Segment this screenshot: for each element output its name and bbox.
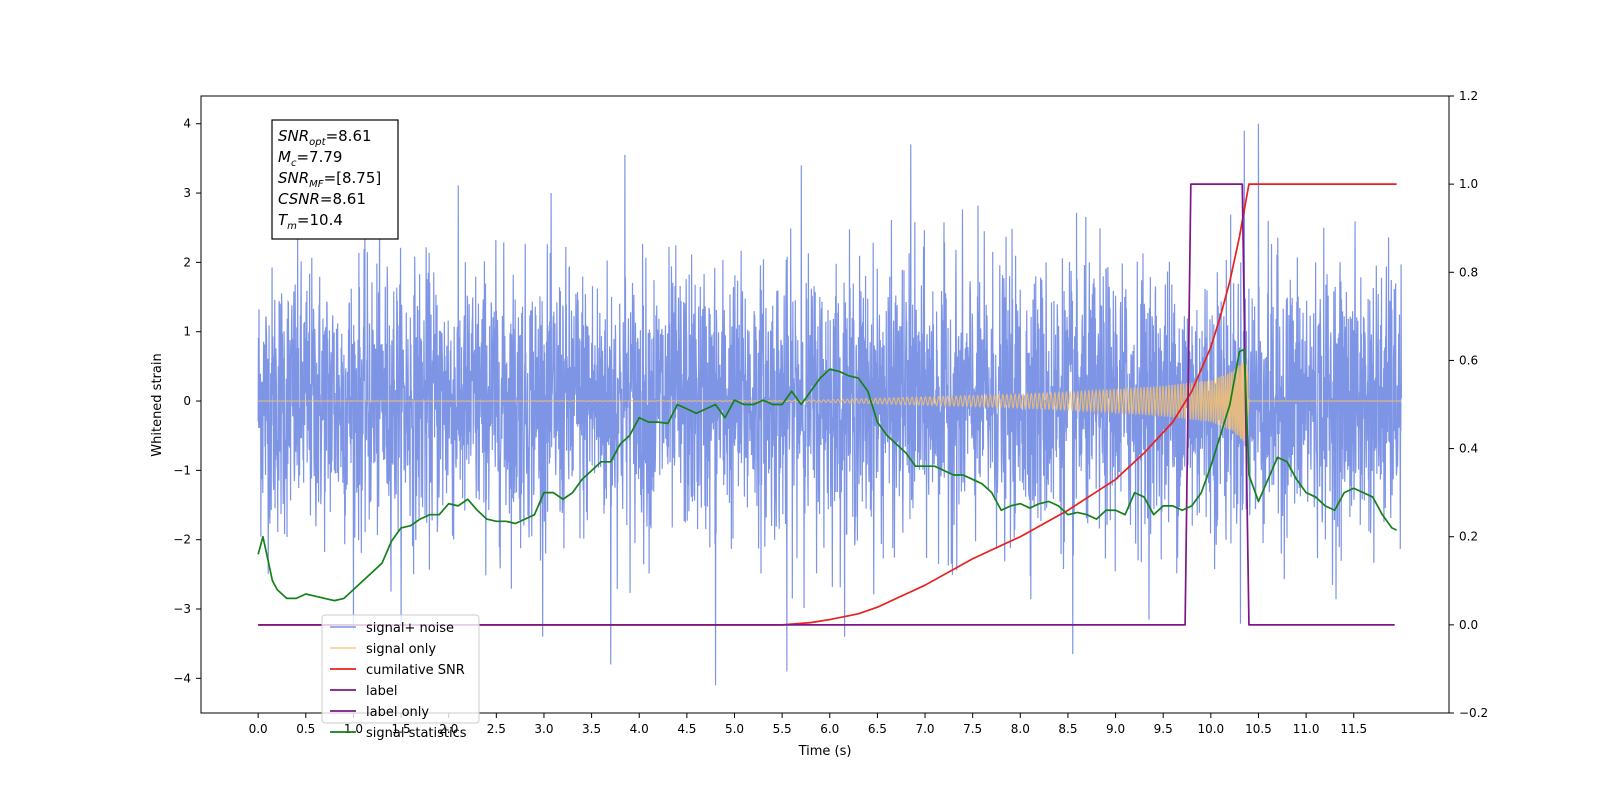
plot-area — [257, 123, 1402, 686]
legend: signal+ noise signal only cumilative SNR la… — [321, 614, 480, 741]
legend-entry: label — [366, 684, 397, 699]
annotation-value: =8.61 — [320, 190, 366, 208]
y-right-tick-label: 0.4 — [1459, 442, 1478, 456]
annotation-line: SNRMF=[8.75] — [278, 169, 381, 190]
x-tick-label: 2.0 — [439, 722, 458, 736]
x-tick-label: 0.5 — [296, 722, 315, 736]
series-line-signal-noise — [257, 123, 1402, 686]
series-line-signal-only — [258, 360, 1402, 443]
y-left-tick-label: 4 — [183, 117, 191, 131]
legend-entry: signal statistics — [366, 726, 467, 741]
y-right-tick-label: −0.2 — [1459, 706, 1488, 720]
x-tick-label: 0.0 — [249, 722, 268, 736]
y-left-tick-label: 0 — [183, 394, 191, 408]
x-tick-label: 5.5 — [773, 722, 792, 736]
annotation-value: =8.61 — [326, 127, 372, 145]
annotation-value: =[8.75] — [324, 169, 382, 187]
x-tick-label: 7.5 — [963, 722, 982, 736]
y-left-tick-label: −4 — [173, 671, 191, 685]
y-left-tick-label: 2 — [183, 255, 191, 269]
x-tick-label: 3.5 — [582, 722, 601, 736]
legend-entry: cumilative SNR — [366, 663, 465, 678]
x-tick-label: 6.5 — [868, 722, 887, 736]
y-right-tick-label: 0.0 — [1459, 618, 1478, 632]
y-right-tick-label: 0.8 — [1459, 265, 1478, 279]
x-tick-label: 4.5 — [677, 722, 696, 736]
annotation-symbol: CSNR — [278, 190, 320, 208]
y-axis-right: −0.2 0.0 0.2 0.4 0.6 0.8 1.0 1.2 — [1449, 89, 1488, 720]
series-line-cumilative-snr — [258, 183, 1397, 626]
x-tick-label: 7.0 — [915, 722, 934, 736]
legend-entry: signal+ noise — [366, 621, 454, 636]
y-right-tick-label: 1.0 — [1459, 177, 1478, 191]
series-line-label — [258, 183, 1395, 626]
x-tick-label: 5.0 — [725, 722, 744, 736]
y-left-tick-label: 3 — [183, 186, 191, 200]
x-tick-label: 4.0 — [630, 722, 649, 736]
x-tick-label: 6.0 — [820, 722, 839, 736]
x-tick-label: 9.0 — [1106, 722, 1125, 736]
x-tick-label: 3.0 — [534, 722, 553, 736]
y-left-tick-label: −3 — [173, 602, 191, 616]
x-tick-label: 8.0 — [1011, 722, 1030, 736]
axes-frame — [200, 95, 1450, 714]
x-tick-label: 11.5 — [1340, 722, 1367, 736]
x-tick-label: 1.5 — [392, 722, 411, 736]
annotation-subscript: opt — [309, 137, 326, 148]
annotation-symbol: M — [278, 148, 291, 166]
x-tick-label: 10.5 — [1245, 722, 1272, 736]
x-tick-label: 10.0 — [1197, 722, 1224, 736]
x-tick-label: 11.0 — [1293, 722, 1320, 736]
annotation-subscript: m — [287, 221, 297, 232]
x-tick-label: 1.0 — [344, 722, 363, 736]
x-axis: 0.0 0.5 1.0 1.5 2.0 2.5 3.0 3.5 4.0 4.5 5.0 5.5 6.0 6… — [249, 713, 1367, 736]
y-left-tick-label: −1 — [173, 463, 191, 477]
series-line-signal-statistics — [257, 348, 1397, 602]
annotation-subscript: c — [291, 158, 297, 169]
x-tick-label: 2.5 — [487, 722, 506, 736]
y-axis-label: Whitened strain — [150, 353, 165, 456]
y-left-tick-label: 1 — [183, 325, 191, 339]
annotation-box-frame — [271, 119, 399, 240]
x-axis-label: Time (s) — [798, 744, 852, 759]
y-axis-left: −4 −3 −2 −1 0 1 2 3 4 — [173, 117, 201, 685]
annotation-symbol: T — [278, 211, 289, 229]
annotation-line: SNRopt=8.61 — [278, 127, 372, 148]
legend-entry: label only — [366, 705, 429, 720]
annotation-symbol: SNR — [278, 127, 309, 145]
annotation-line: Mc=7.79 — [278, 148, 342, 169]
legend-frame — [321, 614, 480, 724]
annotation-value: =7.79 — [296, 148, 342, 166]
y-right-tick-label: 1.2 — [1459, 89, 1478, 103]
y-right-tick-label: 0.2 — [1459, 530, 1478, 544]
annotation-value: =10.4 — [297, 211, 343, 229]
y-right-tick-label: 0.6 — [1459, 353, 1478, 367]
annotation-subscript: MF — [309, 179, 324, 190]
annotation-line: CSNR=8.61 — [278, 190, 366, 208]
y-left-tick-label: −2 — [173, 533, 191, 547]
annotation-box: SNRopt=8.61Mc=7.79SNRMF=[8.75]CSNR=8.61T… — [271, 119, 399, 240]
legend-entry: signal only — [366, 642, 436, 657]
annotation-line: Tm=10.4 — [278, 211, 343, 232]
x-tick-label: 9.5 — [1154, 722, 1173, 736]
x-tick-label: 8.5 — [1058, 722, 1077, 736]
annotation-symbol: SNR — [278, 169, 309, 187]
